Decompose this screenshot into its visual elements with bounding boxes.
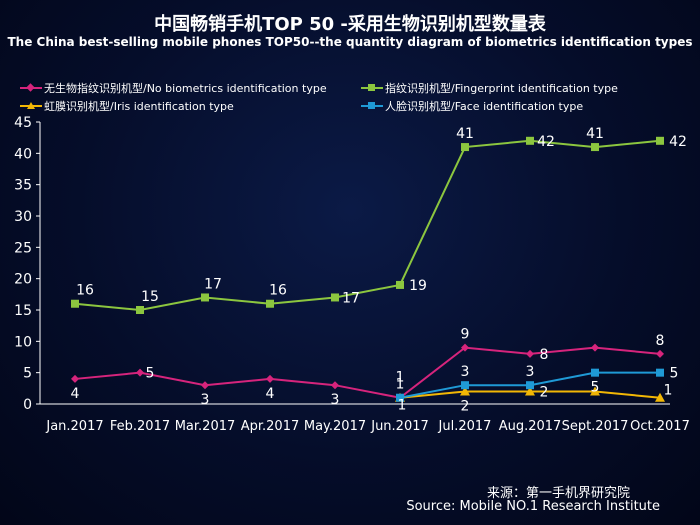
data-label: 9 (461, 327, 470, 343)
data-label: 16 (269, 283, 287, 299)
source-en: Source: Mobile NO.1 Research Institute (406, 499, 660, 514)
data-label: 17 (342, 290, 360, 306)
data-label: 1 (398, 398, 407, 414)
data-label: 4 (71, 386, 80, 402)
data-point (656, 136, 664, 145)
data-point (266, 374, 274, 383)
data-point (525, 386, 535, 396)
data-point (136, 306, 144, 314)
data-point (656, 368, 664, 377)
legend-swatch-square-icon (361, 101, 383, 111)
x-tick-label: May.2017 (304, 419, 366, 434)
data-label: 41 (586, 126, 604, 142)
data-label: 2 (540, 384, 549, 400)
data-point (526, 136, 534, 145)
y-tick-label: 20 (14, 272, 32, 288)
chart-subtitle: The China best-selling mobile phones TOP… (7, 35, 693, 49)
data-label: 3 (331, 392, 340, 408)
data-label: 1 (664, 383, 673, 399)
y-tick-label: 10 (14, 334, 32, 350)
data-label: 4 (266, 386, 275, 402)
data-point (526, 349, 534, 358)
x-tick-label: Jan.2017 (45, 419, 103, 434)
legend-label: 虹膜识别机型/Iris identification type (44, 100, 234, 113)
data-point (590, 386, 600, 396)
y-tick-label: 0 (23, 397, 32, 413)
data-label: 42 (537, 134, 555, 150)
y-tick-label: 45 (14, 115, 32, 131)
legend-item-face: 人脸识别机型/Face identification type (361, 98, 583, 114)
data-label: 3 (461, 364, 470, 380)
data-label: 8 (540, 347, 549, 363)
data-point (71, 374, 79, 383)
legend-item-iris: 虹膜识别机型/Iris identification type (20, 98, 234, 114)
y-tick-label: 15 (14, 303, 32, 319)
data-label: 2 (461, 398, 470, 414)
legend-label: 无生物指纹识别机型/No biometrics identification t… (44, 82, 327, 95)
data-point (526, 381, 534, 390)
data-point (461, 343, 469, 352)
data-point (656, 349, 664, 358)
data-label: 5 (146, 366, 155, 382)
data-point (201, 293, 209, 302)
data-point (136, 368, 144, 377)
data-point (591, 368, 599, 377)
legend-swatch-square-icon (361, 83, 383, 93)
data-point (331, 293, 339, 302)
legend-label: 指纹识别机型/Fingerprint identification type (385, 82, 618, 95)
series-line (74, 346, 661, 399)
data-point (396, 393, 404, 402)
x-tick-label: Jun.2017 (370, 419, 429, 434)
data-label: 1 (396, 370, 405, 386)
x-tick-label: Mar.2017 (175, 419, 236, 434)
data-point (201, 381, 209, 390)
x-tick-label: Oct.2017 (630, 419, 690, 434)
data-label: 1 (396, 377, 405, 393)
legend-swatch-triangle-icon (20, 101, 42, 111)
x-tick-label: Sept.2017 (562, 419, 629, 434)
legend-item-fingerprint: 指纹识别机型/Fingerprint identification type (361, 80, 618, 96)
data-label: 19 (409, 278, 427, 294)
x-tick-label: Apr.2017 (241, 419, 300, 434)
y-tick-label: 40 (14, 146, 32, 162)
data-point (266, 299, 274, 308)
data-point (460, 386, 470, 396)
x-tick-label: Aug.2017 (499, 419, 562, 434)
y-tick-label: 30 (14, 209, 32, 225)
series-line (74, 139, 661, 312)
y-tick-label: 5 (23, 366, 32, 382)
y-tick-label: 25 (14, 240, 32, 256)
data-point (71, 299, 79, 308)
y-tick-label: 35 (14, 178, 32, 194)
data-label: 5 (670, 366, 679, 382)
data-point (591, 343, 599, 352)
legend-label: 人脸识别机型/Face identification type (385, 100, 584, 113)
data-point (591, 143, 599, 152)
data-point (461, 143, 469, 152)
data-point (396, 280, 404, 289)
data-point (655, 392, 665, 402)
data-label: 8 (656, 333, 665, 349)
data-label: 15 (141, 289, 159, 305)
data-point (331, 381, 339, 390)
data-label: 3 (201, 392, 210, 408)
data-label: 41 (456, 126, 474, 142)
data-point (461, 381, 469, 390)
x-tick-label: Feb.2017 (110, 419, 170, 434)
legend-item-no-biometrics: 无生物指纹识别机型/No biometrics identification t… (20, 80, 327, 96)
data-label: 17 (204, 276, 222, 292)
data-label: 42 (669, 134, 687, 150)
chart-title: 中国畅销手机TOP 50 -采用生物识别机型数量表 (154, 14, 546, 35)
x-tick-label: Jul.2017 (438, 419, 492, 434)
data-label: 3 (526, 364, 535, 380)
data-label: 5 (591, 380, 600, 396)
data-label: 16 (76, 283, 94, 299)
legend-swatch-diamond-icon (20, 83, 42, 93)
source-cn: 来源：第一手机界研究院 (486, 486, 630, 501)
